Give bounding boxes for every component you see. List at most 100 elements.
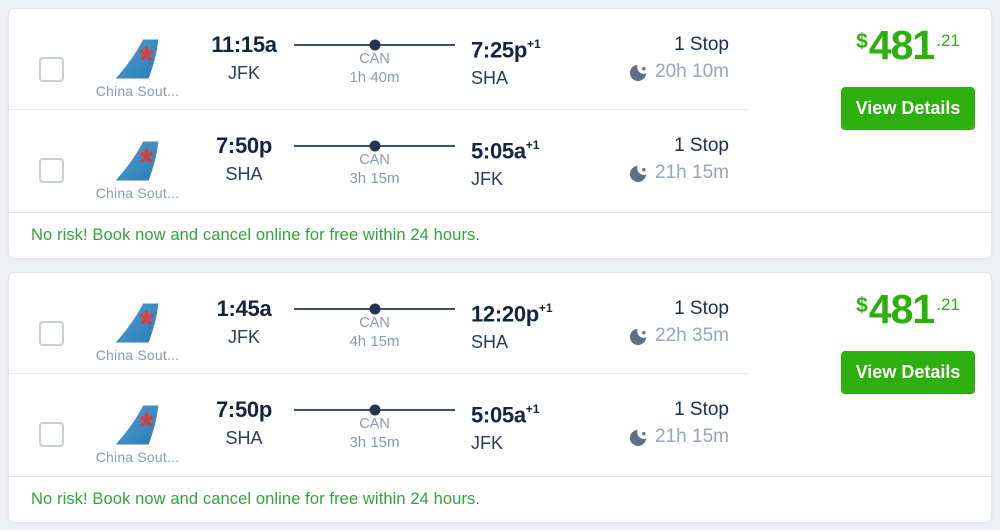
departure-block: 7:50p SHA bbox=[200, 396, 288, 450]
flight-legs: China Sout... 11:15a JFK CAN 1h 40m 7:25… bbox=[9, 9, 747, 212]
price-cents: .21 bbox=[936, 31, 960, 50]
flight-leg-outbound: China Sout... 1:45a JFK CAN 4h 15m 12:20… bbox=[9, 273, 747, 374]
arrival-airport: SHA bbox=[471, 332, 509, 353]
china-southern-logo-icon bbox=[115, 303, 158, 343]
airline-name: China Sout... bbox=[95, 448, 180, 465]
stops-column: 1 Stop 21h 15m bbox=[579, 132, 747, 188]
flight-card-body: China Sout... 11:15a JFK CAN 1h 40m 7:25… bbox=[9, 9, 991, 212]
price: $481.21 bbox=[841, 289, 975, 339]
moon-icon bbox=[629, 62, 649, 81]
arrival-time: 7:25p+1 bbox=[471, 37, 541, 63]
stops-count: 1 Stop bbox=[674, 298, 729, 319]
stops-count: 1 Stop bbox=[674, 34, 729, 55]
free-cancellation-notice: No risk! Book now and cancel online for … bbox=[9, 476, 991, 522]
departure-time: 7:50p bbox=[216, 397, 272, 422]
airline-name: China Sout... bbox=[95, 83, 180, 99]
free-cancellation-notice: No risk! Book now and cancel online for … bbox=[9, 212, 991, 258]
departure-time: 7:50p bbox=[216, 133, 272, 158]
arrival-airport: JFK bbox=[471, 169, 504, 190]
stop-airport-code: CAN bbox=[359, 315, 390, 331]
stop-dot-icon bbox=[369, 39, 380, 51]
china-southern-logo-icon bbox=[115, 405, 158, 444]
layover-duration: 3h 15m bbox=[349, 434, 400, 451]
select-flight-checkbox[interactable] bbox=[39, 56, 64, 82]
flight-results-list: China Sout... 11:15a JFK CAN 1h 40m 7:25… bbox=[8, 8, 992, 523]
stop-dot-icon bbox=[369, 303, 380, 315]
layover-duration: 1h 40m bbox=[349, 69, 400, 86]
flight-path-line bbox=[294, 404, 455, 416]
stops-column: 1 Stop 21h 15m bbox=[579, 396, 747, 452]
duration-row: 22h 35m bbox=[629, 325, 729, 347]
stops-column: 1 Stop 22h 35m bbox=[579, 295, 747, 351]
flight-path: CAN 3h 15m bbox=[294, 132, 455, 188]
departure-block: 7:50p SHA bbox=[200, 132, 288, 186]
total-duration: 22h 35m bbox=[655, 325, 729, 346]
moon-icon bbox=[629, 326, 649, 345]
next-day-indicator: +1 bbox=[526, 37, 541, 51]
china-southern-logo-icon bbox=[115, 39, 158, 79]
airline-name: China Sout... bbox=[95, 347, 180, 363]
price: $481.21 bbox=[841, 25, 975, 75]
view-details-button[interactable]: View Details bbox=[841, 87, 975, 130]
arrival-time: 12:20p+1 bbox=[471, 301, 553, 327]
select-flight-checkbox[interactable] bbox=[39, 158, 64, 183]
checkbox-wrap bbox=[9, 422, 75, 449]
arrival-time: 5:05a+1 bbox=[471, 402, 540, 428]
total-duration: 21h 15m bbox=[655, 426, 729, 447]
duration-row: 21h 15m bbox=[629, 162, 729, 184]
departure-time: 11:15a bbox=[211, 32, 277, 57]
duration-row: 21h 15m bbox=[629, 426, 729, 448]
flight-path-line bbox=[294, 140, 455, 152]
stop-dot-icon bbox=[369, 404, 380, 416]
next-day-indicator: +1 bbox=[525, 402, 540, 416]
duration-row: 20h 10m bbox=[629, 61, 729, 83]
total-duration: 21h 15m bbox=[655, 162, 729, 183]
flight-path: CAN 3h 15m bbox=[294, 396, 455, 452]
price-dollars: 481 bbox=[868, 22, 935, 68]
arrival-block: 5:05a+1 JFK bbox=[461, 396, 579, 455]
flight-leg-outbound: China Sout... 11:15a JFK CAN 1h 40m 7:25… bbox=[9, 9, 747, 110]
airline-name: China Sout... bbox=[95, 184, 180, 201]
currency-symbol: $ bbox=[856, 30, 868, 53]
stops-column: 1 Stop 20h 10m bbox=[579, 31, 747, 87]
arrival-airport: JFK bbox=[471, 433, 504, 454]
airline-block: China Sout... bbox=[75, 303, 200, 365]
flight-legs: China Sout... 1:45a JFK CAN 4h 15m 12:20… bbox=[9, 273, 747, 476]
stop-airport-code: CAN bbox=[359, 51, 390, 67]
next-day-indicator: +1 bbox=[525, 138, 540, 152]
stop-airport-code: CAN bbox=[359, 152, 390, 168]
select-flight-checkbox[interactable] bbox=[39, 320, 64, 346]
next-day-indicator: +1 bbox=[538, 301, 553, 315]
checkbox-wrap bbox=[9, 320, 75, 348]
price-cents: .21 bbox=[936, 295, 960, 314]
checkbox-wrap bbox=[9, 56, 75, 84]
departure-block: 1:45a JFK bbox=[200, 295, 288, 349]
price-column: $481.21 View Details bbox=[747, 9, 991, 212]
departure-block: 11:15a JFK bbox=[200, 31, 288, 85]
flight-card: China Sout... 1:45a JFK CAN 4h 15m 12:20… bbox=[8, 272, 992, 523]
departure-airport: SHA bbox=[225, 428, 263, 448]
departure-airport: JFK bbox=[227, 327, 260, 347]
stop-airport-code: CAN bbox=[359, 416, 390, 432]
checkbox-wrap bbox=[9, 158, 75, 185]
price-dollars: 481 bbox=[868, 286, 935, 332]
departure-airport: JFK bbox=[227, 63, 260, 83]
flight-card-body: China Sout... 1:45a JFK CAN 4h 15m 12:20… bbox=[9, 273, 991, 476]
departure-airport: SHA bbox=[225, 164, 263, 184]
select-flight-checkbox[interactable] bbox=[39, 422, 64, 447]
flight-path-line bbox=[294, 39, 455, 51]
layover-duration: 4h 15m bbox=[349, 333, 400, 350]
flight-leg-return: China Sout... 7:50p SHA CAN 3h 15m 5:05a… bbox=[9, 374, 747, 475]
arrival-block: 7:25p+1 SHA bbox=[461, 31, 579, 90]
moon-icon bbox=[629, 427, 649, 446]
price-box: $481.21 View Details bbox=[841, 289, 975, 394]
layover-duration: 3h 15m bbox=[349, 170, 400, 187]
airline-block: China Sout... bbox=[75, 405, 200, 467]
moon-icon bbox=[629, 163, 649, 182]
flight-path-line bbox=[294, 303, 455, 315]
view-details-button[interactable]: View Details bbox=[841, 351, 975, 394]
currency-symbol: $ bbox=[856, 294, 868, 317]
price-box: $481.21 View Details bbox=[841, 25, 975, 130]
stop-dot-icon bbox=[369, 140, 380, 152]
stops-count: 1 Stop bbox=[674, 399, 729, 420]
